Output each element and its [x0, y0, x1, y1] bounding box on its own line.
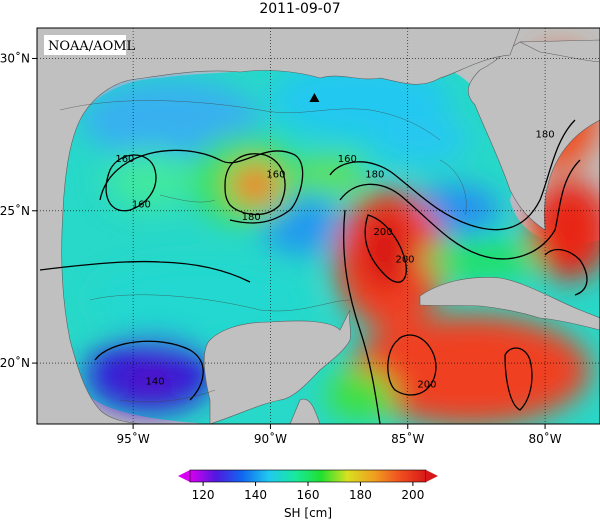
colorbar-max-arrow: [426, 470, 438, 482]
colorbar-tick-label: 120: [192, 488, 215, 502]
contour-label: 180: [242, 212, 261, 223]
x-axis-ticks: 95˚W 90˚W 85˚W 80˚W: [117, 424, 562, 446]
contour-label: 200: [373, 227, 392, 238]
contour-160-south: [39, 260, 251, 283]
map-title: 2011-09-07: [259, 1, 341, 17]
contour-label: 160: [132, 200, 151, 211]
contour-label: 200: [395, 255, 414, 266]
y-axis-ticks: 30˚N 25˚N 20˚N: [0, 50, 37, 370]
x-tick-label: 80˚W: [529, 431, 562, 446]
y-tick-label: 20˚N: [0, 355, 30, 370]
contour-label: 160: [115, 154, 134, 165]
contour-160-east: [329, 119, 576, 231]
colorbar-ticks: 120 140 160 180 200: [192, 482, 424, 502]
thin-contours: [59, 100, 467, 403]
contour-labels: 160 160 180 160 160 180 200 200 180 140 200: [115, 130, 554, 391]
contour-label: 140: [146, 376, 165, 387]
contour-label: 160: [266, 169, 285, 180]
contour-label: 200: [417, 379, 436, 390]
contour-160-west: [105, 154, 157, 212]
colorbar-tick-label: 200: [401, 488, 424, 502]
contour-180-center: [224, 153, 286, 216]
contour-label: 160: [338, 154, 357, 165]
contour-label: 180: [536, 130, 555, 141]
x-tick-label: 95˚W: [117, 431, 150, 446]
contour-200-east: [504, 347, 533, 411]
sea-height-field: [55, 50, 600, 424]
contour-160-center: [99, 149, 304, 224]
contour-200-south: [387, 334, 437, 396]
colorbar-label: SH [cm]: [284, 506, 332, 520]
y-tick-label: 30˚N: [0, 50, 30, 65]
y-tick-label: 25˚N: [0, 203, 30, 218]
map-frame: [36, 27, 600, 425]
x-tick-label: 85˚W: [391, 431, 424, 446]
credit-label: NOAA/AOML: [48, 39, 136, 54]
contour-label: 180: [365, 169, 384, 180]
graticule: [37, 28, 600, 424]
colorbar-bar: [189, 469, 427, 483]
colorbar-tick-label: 160: [297, 488, 320, 502]
station-marker-triangle: [309, 93, 320, 103]
contour-200-loop: [364, 214, 407, 283]
contour-200-northeast: [544, 248, 588, 296]
contour-180-south: [343, 209, 381, 424]
contour-180-east: [339, 159, 581, 260]
colorbar: 120 140 160 180 200 SH [cm]: [178, 469, 438, 520]
colorbar-tick-label: 140: [244, 488, 267, 502]
contour-140: [94, 340, 204, 401]
credit-box: [44, 35, 126, 55]
x-tick-label: 90˚W: [254, 431, 287, 446]
colorbar-tick-label: 180: [349, 488, 372, 502]
colorbar-min-arrow: [178, 470, 190, 482]
contours: [39, 119, 588, 424]
land: [37, 28, 600, 424]
